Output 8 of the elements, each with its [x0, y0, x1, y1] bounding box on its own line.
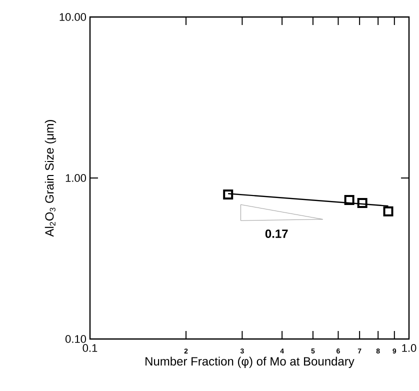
- y-axis-title: Al$_{2}$O$_{3}$ Grain Size (μm): [44, 120, 56, 237]
- x-axis-title: Number Fraction (φ) of Mo at Boundary: [146, 356, 354, 368]
- x-tick-label: 1.0: [402, 344, 416, 352]
- y-tick-label: 1.00: [66, 174, 86, 182]
- x-tick-label: 0.1: [82, 344, 98, 352]
- y-tick-label: 0.10: [65, 335, 86, 343]
- annotation: 0.17: [265, 229, 288, 238]
- y-tick-label: 10.00: [60, 13, 86, 21]
